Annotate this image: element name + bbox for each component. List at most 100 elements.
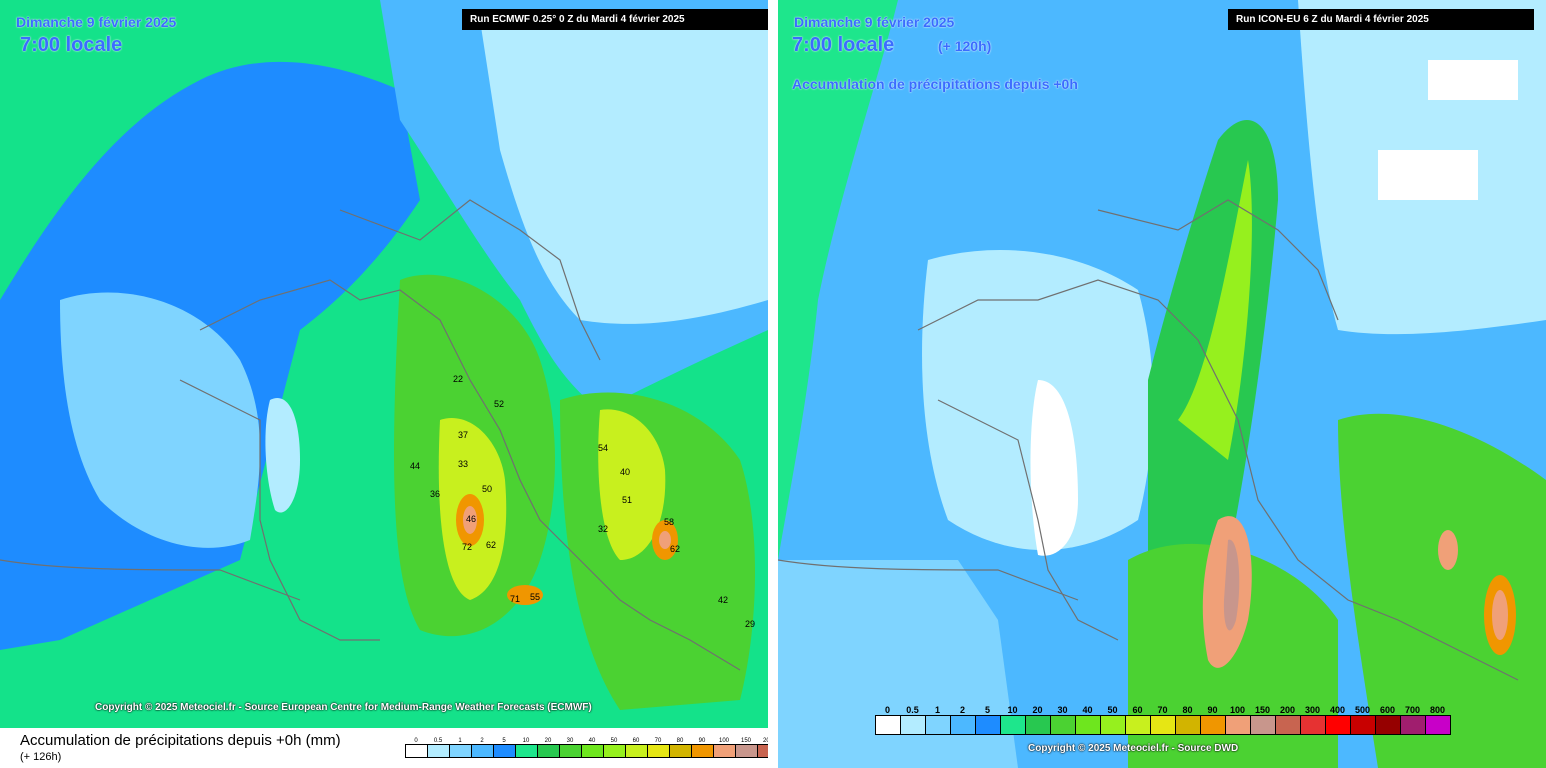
legend-label: 200 xyxy=(762,738,768,744)
legend-swatch xyxy=(1201,716,1226,734)
value-label: 42 xyxy=(718,595,728,605)
legend-swatch xyxy=(406,745,428,757)
legend-label: 90 xyxy=(698,738,706,744)
time-label: 7:00 locale xyxy=(20,34,123,56)
legend-swatch xyxy=(926,716,951,734)
legend-label: 400 xyxy=(1329,705,1346,715)
legend-label: 30 xyxy=(1057,705,1068,715)
legend-label: 80 xyxy=(676,738,684,744)
time-label: 7:00 locale xyxy=(792,34,895,56)
value-label: 58 xyxy=(664,517,674,527)
legend-label: 300 xyxy=(1304,705,1321,715)
legend-swatch xyxy=(538,745,560,757)
legend-label: 1 xyxy=(934,705,940,715)
legend-swatch xyxy=(516,745,538,757)
value-label: 55 xyxy=(530,592,540,602)
legend-swatch xyxy=(1001,716,1026,734)
legend-label: 5 xyxy=(984,705,990,715)
legend-label: 100 xyxy=(1229,705,1246,715)
legend-swatch xyxy=(1301,716,1326,734)
legend-swatch xyxy=(758,745,768,757)
copyright: Copyright © 2025 Meteociel.fr - Source E… xyxy=(95,702,592,713)
legend-label: 20 xyxy=(1032,705,1043,715)
value-label: 44 xyxy=(410,461,420,471)
value-label: 40 xyxy=(620,467,630,477)
legend-label: 0.5 xyxy=(433,738,443,744)
value-label: 52 xyxy=(494,399,504,409)
legend-swatch xyxy=(494,745,516,757)
value-label: 62 xyxy=(486,540,496,550)
legend-swatch xyxy=(582,745,604,757)
legend-swatch xyxy=(714,745,736,757)
legend-swatch xyxy=(1076,716,1101,734)
legend-swatch xyxy=(472,745,494,757)
legend-label: 150 xyxy=(740,738,751,744)
value-label: 46 xyxy=(466,514,476,524)
value-label: 29 xyxy=(745,619,755,629)
lead-time: (+ 120h) xyxy=(938,38,992,54)
copyright: Copyright © 2025 Meteociel.fr - Source D… xyxy=(1028,743,1239,754)
legend-label: 800 xyxy=(1429,705,1446,715)
legend-label: 1 xyxy=(458,738,462,744)
lead-time: (+ 126h) xyxy=(20,751,62,763)
legend-swatch xyxy=(626,745,648,757)
legend-swatch xyxy=(976,716,1001,734)
legend-label: 5 xyxy=(502,738,506,744)
date-label: Dimanche 9 février 2025 xyxy=(794,14,955,30)
legend-label: 10 xyxy=(522,738,530,744)
value-label: 36 xyxy=(430,489,440,499)
legend-label: 2 xyxy=(480,738,484,744)
value-label: 32 xyxy=(598,524,608,534)
legend-swatch xyxy=(1276,716,1301,734)
legend-swatch xyxy=(901,716,926,734)
legend-label: 60 xyxy=(632,738,640,744)
legend-swatch xyxy=(692,745,714,757)
legend-label: 60 xyxy=(1132,705,1143,715)
legend-swatch xyxy=(1426,716,1450,734)
legend-label: 20 xyxy=(544,738,552,744)
legend-label: 150 xyxy=(1254,705,1271,715)
legend-label: 10 xyxy=(1007,705,1018,715)
color-legend: 00.5125102030405060708090100150200300400… xyxy=(405,738,768,758)
legend-label: 600 xyxy=(1379,705,1396,715)
value-label: 37 xyxy=(458,430,468,440)
legend-swatch xyxy=(1026,716,1051,734)
legend-swatch xyxy=(428,745,450,757)
value-label: 72 xyxy=(462,542,472,552)
legend-swatches xyxy=(405,744,768,758)
legend-label: 40 xyxy=(588,738,596,744)
legend-swatch xyxy=(1326,716,1351,734)
legend-swatch xyxy=(1101,716,1126,734)
legend-labels: 00.5125102030405060708090100150200300400… xyxy=(405,738,768,744)
legend-footer: Accumulation de précipitations depuis +0… xyxy=(0,728,768,768)
legend-label: 80 xyxy=(1182,705,1193,715)
ecmwf-panel: 46 36 52 50 37 72 62 33 44 40 5 1 58 62 5… xyxy=(0,0,768,768)
legend-swatch xyxy=(1051,716,1076,734)
legend-label: 70 xyxy=(1157,705,1168,715)
legend-swatch xyxy=(1126,716,1151,734)
legend-swatch xyxy=(876,716,901,734)
legend-title: Accumulation de précipitations depuis +0… xyxy=(20,732,341,749)
legend-swatch xyxy=(1151,716,1176,734)
legend-swatch xyxy=(1226,716,1251,734)
legend-label: 70 xyxy=(654,738,662,744)
legend-swatches xyxy=(875,715,1451,735)
icon-eu-precip-map xyxy=(778,0,1546,768)
legend-swatch xyxy=(450,745,472,757)
legend-label: 50 xyxy=(610,738,618,744)
legend-swatch xyxy=(1376,716,1401,734)
value-label: 33 xyxy=(458,459,468,469)
value-label: 54 xyxy=(598,443,608,453)
legend-label: 0 xyxy=(414,738,418,744)
value-label: 50 xyxy=(482,484,492,494)
legend-swatch xyxy=(1401,716,1426,734)
icon-eu-panel: Dimanche 9 février 2025 7:00 locale (+ 1… xyxy=(778,0,1546,768)
value-label: 62 xyxy=(670,544,680,554)
legend-label: 40 xyxy=(1082,705,1093,715)
legend-label: 50 xyxy=(1107,705,1118,715)
legend-swatch xyxy=(1351,716,1376,734)
legend-label: 500 xyxy=(1354,705,1371,715)
run-info: Run ECMWF 0.25° 0 Z du Mardi 4 février 2… xyxy=(462,9,768,30)
